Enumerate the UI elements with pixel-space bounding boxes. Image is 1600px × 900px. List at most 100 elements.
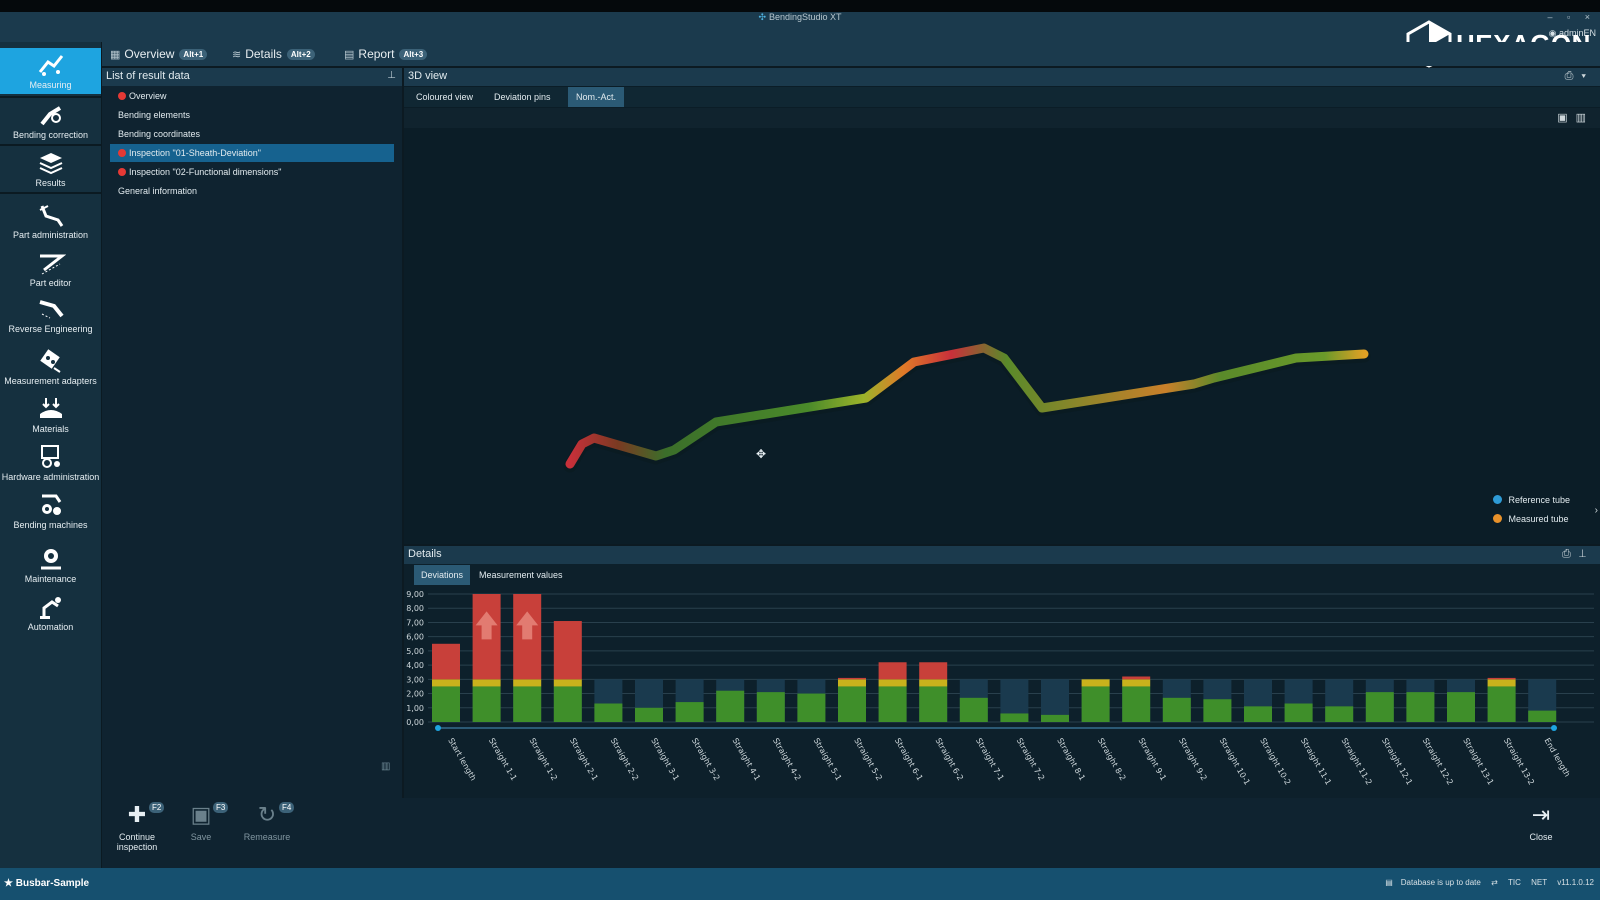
- panel-header: 3D view ⎙▾: [404, 68, 1600, 86]
- measuring-icon: [38, 55, 63, 76]
- legend-dot-icon: [1493, 495, 1503, 504]
- results-icon: [39, 153, 62, 175]
- star-icon: ★: [4, 878, 13, 889]
- sidebar-item-results[interactable]: Results: [0, 146, 101, 192]
- window-controls[interactable]: – ▫ ×: [1547, 12, 1596, 22]
- bar-ok: [1284, 703, 1313, 722]
- header-tools: ⎙⊥: [1562, 548, 1594, 561]
- shortcut-badge: F3: [213, 802, 229, 813]
- legend-item-measured: Measured tube: [1493, 514, 1570, 524]
- tab-coloured-view[interactable]: Coloured view: [416, 92, 474, 102]
- tree-item-inspection-02[interactable]: Inspection "02-Functional dimensions": [110, 163, 394, 181]
- bar-ok: [1447, 692, 1475, 722]
- tree-item-label: Overview: [129, 91, 167, 101]
- sidebar-item-materials[interactable]: Materials: [0, 392, 101, 438]
- trash-icon[interactable]: ▥: [381, 761, 391, 772]
- net-status: NET: [1531, 878, 1547, 887]
- tab-report[interactable]: ▤ Report Alt+3: [344, 46, 428, 62]
- deviation-chart[interactable]: 0,00 1,00 2,00 3,00 4,00 5,00 6,00 7,00 8,00 9,00…: [404, 586, 1600, 798]
- sidebar-item-bending-machines[interactable]: Bending machines: [0, 488, 101, 534]
- y-tick-label: 4,00: [406, 661, 424, 670]
- x-tick-label: Straight 3-1: [649, 737, 681, 783]
- button-label: Continue inspection: [116, 832, 158, 852]
- bar-fail: [1487, 677, 1516, 680]
- close-button[interactable]: ⇥ Close: [1506, 802, 1576, 842]
- measured-tube-colored[interactable]: [565, 343, 1369, 469]
- pin-icon[interactable]: ⊥: [387, 70, 396, 81]
- x-tick-label: Straight 5-1: [812, 737, 844, 783]
- tab-deviation-pins[interactable]: Deviation pins: [494, 92, 551, 102]
- sidebar-item-reverse-engineering[interactable]: Reverse Engineering: [0, 292, 101, 338]
- bar-ok: [959, 697, 988, 722]
- bar-ok: [1162, 697, 1191, 722]
- tab-deviations[interactable]: Deviations: [414, 565, 471, 585]
- tab-overview[interactable]: ▦ Overview Alt+1: [110, 46, 208, 62]
- status-bar: ★ Busbar-Sample ▤ Database is up to date …: [0, 868, 1600, 900]
- current-part[interactable]: ★ Busbar-Sample: [4, 878, 89, 889]
- sidebar-item-maintenance[interactable]: Maintenance: [0, 542, 101, 588]
- bar-fail: [432, 643, 460, 680]
- sidebar-item-automation[interactable]: Automation: [0, 590, 101, 636]
- sidebar-item-label: Maintenance: [24, 574, 77, 584]
- tic-status: TIC: [1508, 878, 1521, 887]
- scroll-handle-end: [1551, 725, 1557, 731]
- bar-ok: [1487, 686, 1516, 722]
- result-data-panel: List of result data ⊥ Overview Bending e…: [102, 68, 402, 798]
- save-view-icon[interactable]: ▣: [1557, 112, 1576, 124]
- tab-label: Report: [358, 47, 395, 61]
- sidebar-item-hardware-administration[interactable]: Hardware administration: [0, 440, 101, 486]
- panel-header: List of result data ⊥: [102, 68, 402, 86]
- dropdown-icon[interactable]: ▾: [1581, 70, 1594, 82]
- exit-icon: ⇥: [1531, 802, 1551, 827]
- print-icon[interactable]: ⎙: [1564, 70, 1582, 82]
- user-icon: ◉: [1548, 28, 1557, 38]
- status-dot-icon: [118, 168, 126, 176]
- sidebar-item-part-editor[interactable]: Part editor: [0, 246, 101, 292]
- y-tick-label: 0,00: [406, 718, 424, 727]
- sidebar-item-measurement-adapters[interactable]: Measurement adapters: [0, 344, 101, 390]
- bending-machines-icon: [41, 494, 61, 515]
- delete-icon[interactable]: ▥: [1575, 112, 1594, 124]
- shortcut-badge: F2: [149, 802, 165, 813]
- status-dot-icon: [118, 149, 126, 157]
- 3d-viewport[interactable]: ✥: [404, 128, 1600, 544]
- print-icon[interactable]: ⎙: [1562, 548, 1579, 560]
- 3d-legend: Reference tube Measured tube: [1493, 486, 1570, 524]
- user-indicator[interactable]: ◉ adminEN: [1549, 28, 1596, 39]
- tab-measurement-values[interactable]: Measurement values: [479, 570, 563, 580]
- x-tick-label: Straight 10-2: [1258, 737, 1292, 787]
- tab-nom-act[interactable]: Nom.-Act.: [568, 87, 625, 107]
- x-tick-label: Straight 3-2: [690, 737, 722, 783]
- remeasure-button[interactable]: ↻ Remeasure F4: [232, 802, 302, 842]
- sidebar-item-part-administration[interactable]: Part administration: [0, 198, 101, 244]
- tree-item-general-information[interactable]: General information: [110, 182, 394, 200]
- overflow-arrow-icon: [516, 611, 539, 640]
- app-icon: ✣: [758, 12, 766, 22]
- part-editor-icon: [39, 254, 66, 275]
- tab-details[interactable]: ≋ Details Alt+2: [232, 46, 315, 62]
- sidebar-item-measuring[interactable]: Measuring: [0, 48, 101, 94]
- bar-ok: [1081, 686, 1110, 722]
- x-tick-label: Straight 9-1: [1136, 737, 1168, 783]
- chevron-right-icon[interactable]: ›: [1594, 505, 1598, 516]
- x-tick-label: Straight 7-2: [1015, 737, 1047, 783]
- scroll-handle-start: [435, 725, 441, 731]
- toolstrip-tools: ▣▥: [1557, 111, 1594, 124]
- tree-item-inspection-01[interactable]: Inspection "01-Sheath-Deviation": [110, 144, 394, 162]
- tree-item-bending-coordinates[interactable]: Bending coordinates: [110, 125, 394, 143]
- bar-warning: [1081, 679, 1110, 687]
- save-button[interactable]: ▣ Save F3: [166, 802, 236, 842]
- x-tick-label: Straight 13-2: [1502, 737, 1536, 787]
- button-label: Close: [1529, 832, 1553, 842]
- legend-label: Reference tube: [1508, 495, 1570, 505]
- x-tick-label: Straight 4-1: [730, 737, 762, 783]
- continue-inspection-button[interactable]: ✚ Continue inspection F2: [102, 802, 172, 852]
- pin-icon[interactable]: ⊥: [1578, 548, 1594, 560]
- sidebar-item-bending-correction[interactable]: Bending correction: [0, 98, 101, 144]
- tree-item-bending-elements[interactable]: Bending elements: [110, 106, 394, 124]
- shortcut-badge: Alt+3: [399, 48, 428, 60]
- tree-item-overview[interactable]: Overview: [110, 87, 394, 105]
- measurement-adapters-icon: [39, 349, 61, 373]
- bar-ok: [513, 686, 542, 722]
